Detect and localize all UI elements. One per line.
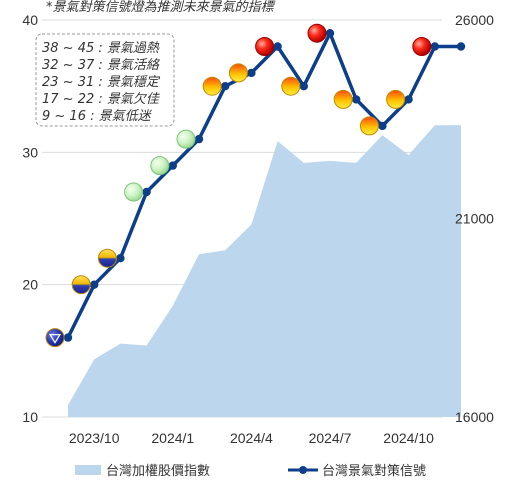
range-weak: 17 ~ 22 : 景氣欠佳 — [42, 91, 160, 107]
left-tick-label: 30 — [22, 144, 38, 160]
signal-light-arrow-icon — [48, 334, 62, 344]
signal-range-box: 38 ~ 45 : 景氣過熱 32 ~ 37 : 景氣活絡 23 ~ 31 : … — [35, 33, 175, 127]
signal-lights-layer — [45, 23, 432, 348]
signal-line-point — [404, 95, 413, 104]
signal-line-point — [116, 254, 125, 263]
signal-line-point — [168, 161, 177, 170]
right-tick-label: 26000 — [455, 12, 494, 28]
signal-light — [307, 23, 327, 43]
x-tick-label: 2023/10 — [69, 430, 120, 446]
signal-light — [45, 328, 65, 348]
signal-light — [97, 248, 117, 268]
signal-line-point — [63, 333, 73, 342]
signal-line-point — [90, 280, 99, 289]
signal-light — [71, 275, 91, 295]
range-active: 32 ~ 37 : 景氣活絡 — [42, 58, 161, 73]
x-tick-label: 2024/10 — [383, 430, 434, 446]
legend-label-taiex: 台灣加權股價指數 — [106, 464, 210, 479]
signal-line — [66, 31, 461, 339]
left-tick-label: 20 — [22, 277, 38, 293]
signal-line-point — [430, 42, 439, 51]
taiex-area — [68, 125, 461, 417]
legend-swatch-taiex — [75, 465, 101, 475]
signal-light — [359, 116, 379, 136]
left-tick-label: 10 — [22, 409, 38, 425]
signal-line-point — [142, 187, 151, 197]
x-axis-ticks: 2023/10 2024/1 2024/4 2024/7 2024/10 — [69, 430, 434, 446]
signal-light — [228, 63, 248, 83]
signal-light — [150, 156, 170, 176]
signal-light — [386, 89, 406, 109]
left-tick-label: 40 — [22, 12, 38, 28]
x-tick-label: 2024/7 — [309, 430, 352, 446]
signal-range-box-frame — [35, 33, 175, 127]
signal-line-point — [299, 82, 308, 91]
signal-light — [281, 76, 301, 96]
signal-light — [124, 182, 144, 202]
signal-line-point — [247, 68, 256, 78]
chart-note: *景氣對策信號燈為推測未來景氣的指標 — [46, 0, 277, 15]
signal-line-layer — [63, 29, 466, 342]
legend-swatch-signal-marker — [299, 466, 307, 474]
signal-line-point — [194, 134, 204, 144]
right-tick-label: 16000 — [455, 409, 494, 425]
range-stable: 23 ~ 31 : 景氣穩定 — [42, 74, 161, 90]
taiex-area-layer — [68, 125, 461, 417]
signal-line-point — [325, 29, 335, 38]
x-tick-label: 2024/1 — [151, 430, 194, 446]
signal-line-point — [352, 95, 361, 104]
signal-light — [176, 129, 196, 149]
signal-line-point — [273, 42, 282, 51]
signal-light — [412, 37, 432, 56]
signal-light — [255, 37, 275, 56]
legend: 台灣加權股價指數 台灣景氣對策信號 — [75, 463, 426, 479]
right-axis-ticks: 16000 21000 26000 — [455, 12, 494, 425]
x-tick-label: 2024/4 — [230, 430, 273, 446]
signal-line-point — [456, 42, 466, 51]
range-overheat: 38 ~ 45 : 景氣過熱 — [42, 41, 160, 56]
left-axis-ticks: 10 20 30 40 — [22, 12, 38, 425]
range-recession: 9 ~ 16 : 景氣低迷 — [42, 109, 153, 124]
legend-label-signal: 台灣景氣對策信號 — [322, 463, 426, 479]
signal-line-point — [378, 121, 387, 131]
signal-light — [202, 76, 222, 96]
right-tick-label: 21000 — [455, 211, 494, 227]
signal-light — [333, 89, 353, 109]
signal-line-point — [221, 82, 230, 91]
